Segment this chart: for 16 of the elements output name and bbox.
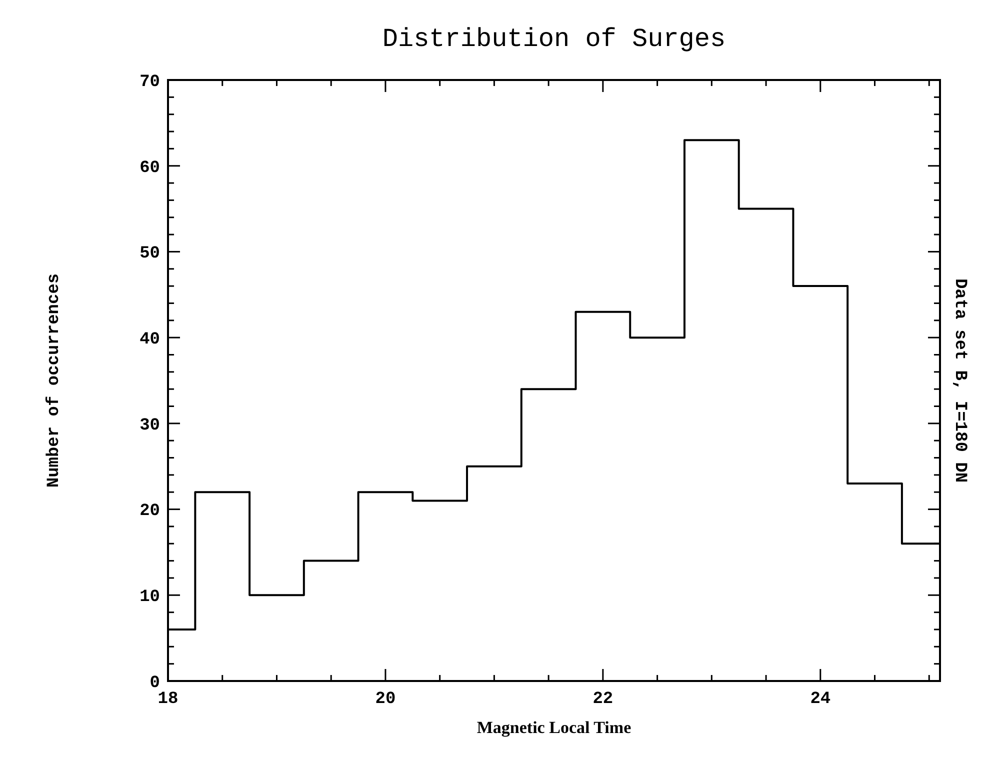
chart-title: Distribution of Surges	[382, 24, 726, 54]
y-axis-title: Number of occurrences	[45, 273, 64, 488]
y-tick-label: 20	[140, 502, 160, 522]
text: Data set B, I=180 DN	[950, 278, 969, 483]
x-tick-label: 22	[592, 690, 614, 709]
y-tick-label: 60	[140, 158, 160, 178]
y-tick-label: 40	[140, 330, 160, 350]
x-axis-title: Magnetic Local Time	[476, 718, 632, 737]
x-tick-label: 18	[158, 690, 178, 709]
x-tick-label: 20	[375, 690, 396, 709]
y-tick-label: 10	[140, 588, 160, 608]
y-tick-label: 30	[140, 416, 160, 436]
x-tick-label: 24	[810, 690, 831, 709]
y-tick-label: 50	[140, 244, 160, 264]
y-tick-label: 0	[150, 674, 160, 693]
y-tick-label: 70	[140, 72, 160, 92]
